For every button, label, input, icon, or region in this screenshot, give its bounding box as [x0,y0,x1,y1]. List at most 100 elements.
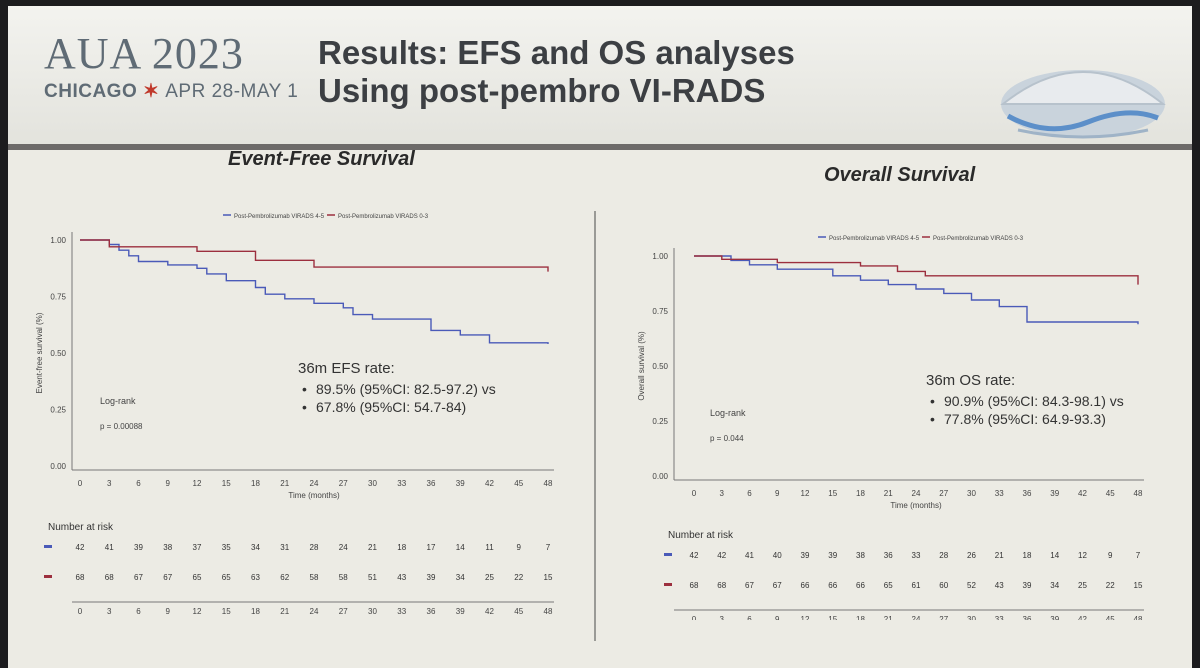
efs-risk-cell: 37 [193,543,202,552]
logo-city: CHICAGO [44,81,138,102]
efs-risk-x-tick-label: 18 [251,607,260,614]
efs-x-tick-label: 48 [544,479,553,488]
os-risk-cell: 9 [1108,551,1113,560]
efs-risk-cell: 58 [310,573,319,582]
efs-risk-cell: 31 [280,543,289,552]
os-risk-cell: 66 [801,581,810,590]
efs-risk-x-tick-label: 45 [514,607,523,614]
os-risk-x-tick-label: 3 [720,615,725,620]
os-y-tick-label: 1.00 [652,252,668,261]
os-x-tick-label: 33 [995,489,1004,498]
efs-risk-cell: 39 [427,573,436,582]
os-risk-x-tick-label: 30 [967,615,976,620]
efs-y-axis-label: Event-free survival (%) [35,312,44,393]
os-y-tick-label: 0.00 [652,472,668,481]
os-risk-cell: 39 [828,551,837,560]
efs-risk-x-tick-label: 27 [339,607,348,614]
efs-rate-heading: 36m EFS rate: [298,360,395,377]
efs-y-tick-label: 0.50 [50,349,66,358]
os-y-axis-label: Overall survival (%) [637,331,646,401]
efs-risk-cell: 42 [76,543,85,552]
efs-risk-cell: 9 [517,543,522,552]
efs-x-tick-label: 15 [222,479,231,488]
efs-x-tick-label: 3 [107,479,112,488]
os-x-tick-label: 24 [912,489,921,498]
slide-title-line-1: Results: EFS and OS analyses [318,34,795,71]
os-x-tick-label: 0 [692,489,697,498]
os-legend-entry: Post-Pembrolizumab VIRADS 4-5 [829,236,920,242]
os-risk-cell: 36 [884,551,893,560]
efs-p-value: p = 0.00088 [100,422,143,431]
os-rate-line-1: 90.9% (95%CI: 84.3-98.1) vs [926,392,1124,410]
efs-x-tick-label: 42 [485,479,494,488]
os-x-tick-label: 9 [775,489,780,498]
efs-risk-x-tick-label: 21 [280,607,289,614]
os-risk-cell: 67 [745,581,754,590]
os-risk-cell: 33 [912,551,921,560]
efs-risk-cell: 58 [339,573,348,582]
efs-risk-cell: 65 [193,573,202,582]
efs-risk-x-tick-label: 0 [78,607,83,614]
efs-series-virads-0-3-line [80,239,549,272]
os-risk-cell: 68 [717,581,726,590]
efs-legend-entry: Post-Pembrolizumab VIRADS 0-3 [338,214,429,220]
efs-risk-cell: 35 [222,543,231,552]
efs-risk-cell: 63 [251,573,260,582]
os-y-tick-label: 0.50 [652,362,668,371]
os-risk-x-tick-label: 36 [1023,615,1032,620]
efs-risk-cell: 7 [546,543,551,552]
efs-risk-cell: 43 [397,573,406,582]
efs-x-tick-label: 45 [514,479,523,488]
os-risk-cell: 21 [995,551,1004,560]
efs-x-tick-label: 33 [397,479,406,488]
os-risk-cell: 61 [912,581,921,590]
efs-risk-cell: 68 [76,573,85,582]
os-risk-row-swatch [664,583,672,586]
os-x-tick-label: 15 [828,489,837,498]
os-x-tick-label: 6 [747,489,752,498]
efs-risk-x-tick-label: 42 [485,607,494,614]
os-risk-cell: 42 [690,551,699,560]
efs-y-tick-label: 0.75 [50,293,66,302]
os-risk-cell: 67 [773,581,782,590]
efs-y-tick-label: 0.00 [50,462,66,471]
os-risk-cell: 66 [856,581,865,590]
efs-risk-cell: 15 [544,573,553,582]
efs-risk-x-tick-label: 48 [544,607,553,614]
conference-logo-subtitle: CHICAGO ✶ APR 28-MAY 1 [44,80,298,103]
os-risk-x-tick-label: 24 [912,615,921,620]
efs-x-tick-label: 18 [251,479,260,488]
os-risk-cell: 41 [745,551,754,560]
os-risk-x-tick-label: 9 [775,615,780,620]
efs-risk-cell: 62 [280,573,289,582]
os-risk-cell: 39 [1023,581,1032,590]
efs-risk-row-swatch [44,545,52,548]
efs-series-virads-4-5-line [80,239,549,344]
efs-risk-x-tick-label: 24 [310,607,319,614]
efs-x-tick-label: 27 [339,479,348,488]
efs-risk-cell: 67 [163,573,172,582]
os-y-tick-label: 0.75 [652,307,668,316]
efs-risk-x-tick-label: 6 [136,607,141,614]
os-risk-cell: 14 [1050,551,1059,560]
os-risk-cell: 39 [801,551,810,560]
os-rate-summary: 36m OS rate: 90.9% (95%CI: 84.3-98.1) vs… [926,372,1124,428]
dome-logo-icon [1000,70,1166,139]
os-risk-cell: 66 [828,581,837,590]
os-km-chart: 0.000.250.500.751.000 3 6 9 12 15 18 21 24 27 30 33… [637,236,1144,620]
efs-risk-cell: 34 [456,573,465,582]
projected-slide: AUA 2023 CHICAGO ✶ APR 28-MAY 1 Results:… [8,6,1192,668]
efs-x-tick-label: 12 [193,479,202,488]
os-panel-title: Overall Survival [824,164,976,186]
os-risk-cell: 42 [717,551,726,560]
efs-y-tick-label: 1.00 [50,236,66,245]
efs-risk-cell: 22 [514,573,523,582]
os-x-axis-label: Time (months) [890,501,942,510]
os-y-tick-label: 0.25 [652,417,668,426]
os-risk-x-tick-label: 12 [801,615,810,620]
efs-panel-title: Event-Free Survival [228,148,415,170]
efs-x-tick-label: 21 [280,479,289,488]
efs-risk-cell: 24 [339,543,348,552]
panel-divider [594,211,596,641]
efs-x-tick-label: 6 [136,479,141,488]
